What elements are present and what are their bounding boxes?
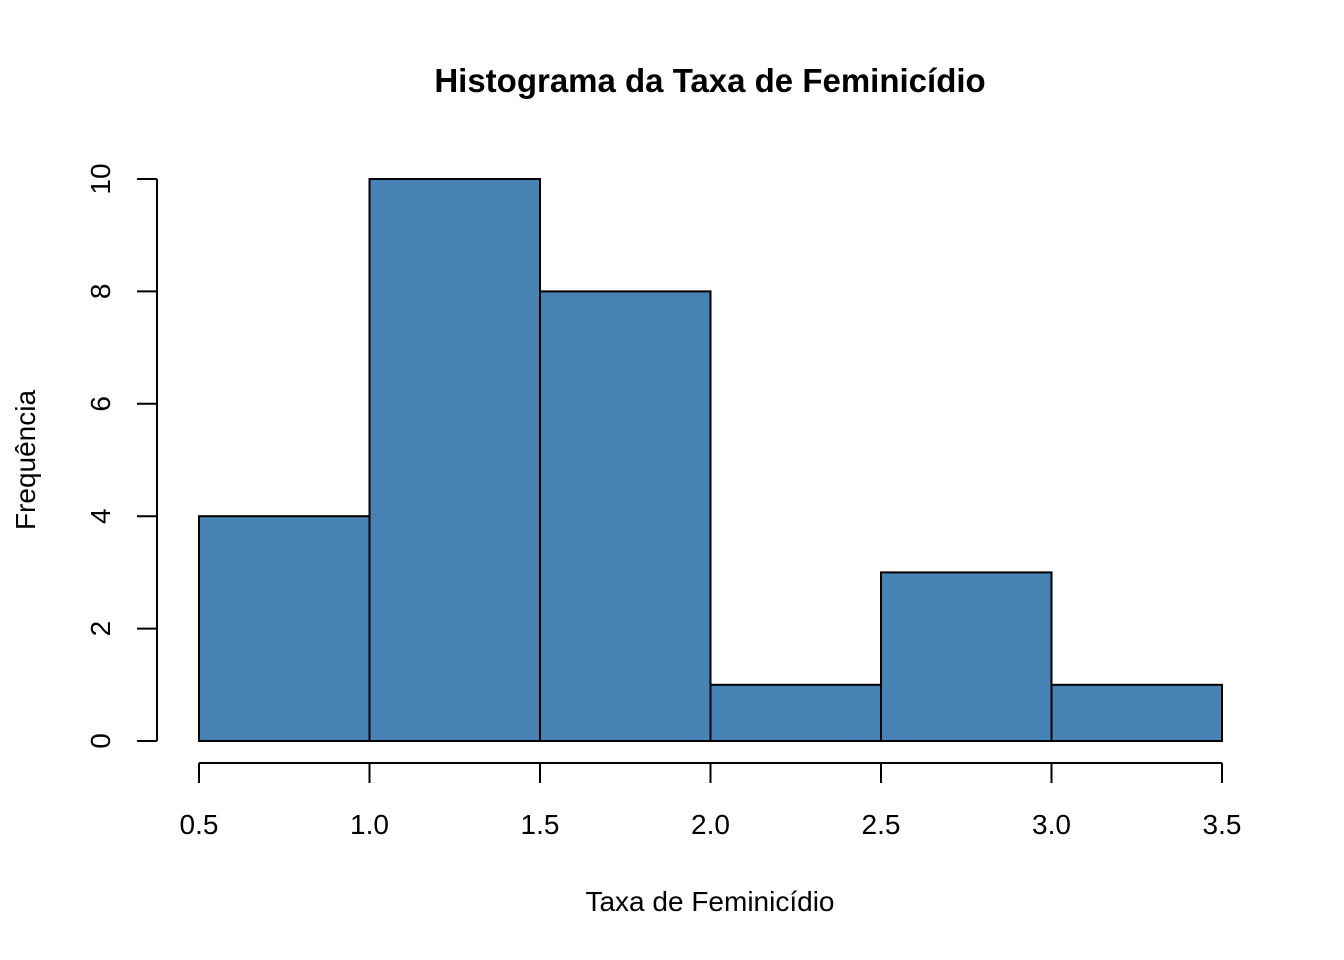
x-tick-label-3: 2.0 [691, 809, 730, 840]
x-tick-label-5: 3.0 [1032, 809, 1071, 840]
x-axis: 0.5 1.0 1.5 2.0 2.5 3.0 3.5 [180, 762, 1242, 840]
histogram-bar-0 [198, 515, 371, 743]
y-axis-label: Frequência [10, 390, 41, 531]
x-axis-label: Taxa de Feminicídio [585, 886, 834, 917]
x-tick-label-6: 3.5 [1203, 809, 1242, 840]
x-tick-label-1: 1.0 [350, 809, 389, 840]
histogram-bar-4 [880, 571, 1053, 743]
x-tick-label-2: 1.5 [521, 809, 560, 840]
bars-group [198, 178, 1223, 743]
y-tick-label-4: 8 [85, 284, 116, 300]
y-tick-label-1: 2 [85, 621, 116, 637]
histogram-bar-5 [1050, 683, 1223, 742]
y-tick-label-2: 4 [85, 508, 116, 524]
histogram-bar-2 [539, 290, 712, 742]
histogram-bar-1 [368, 178, 541, 742]
y-tick-label-5: 10 [85, 163, 116, 194]
x-tick-label-4: 2.5 [862, 809, 901, 840]
chart-title: Histograma da Taxa de Feminicídio [434, 62, 985, 99]
y-tick-label-0: 0 [85, 733, 116, 749]
y-tick-label-3: 6 [85, 396, 116, 412]
x-tick-label-0: 0.5 [180, 809, 219, 840]
y-axis: 0 2 4 6 8 10 [85, 163, 158, 749]
histogram-bar-3 [709, 683, 882, 742]
